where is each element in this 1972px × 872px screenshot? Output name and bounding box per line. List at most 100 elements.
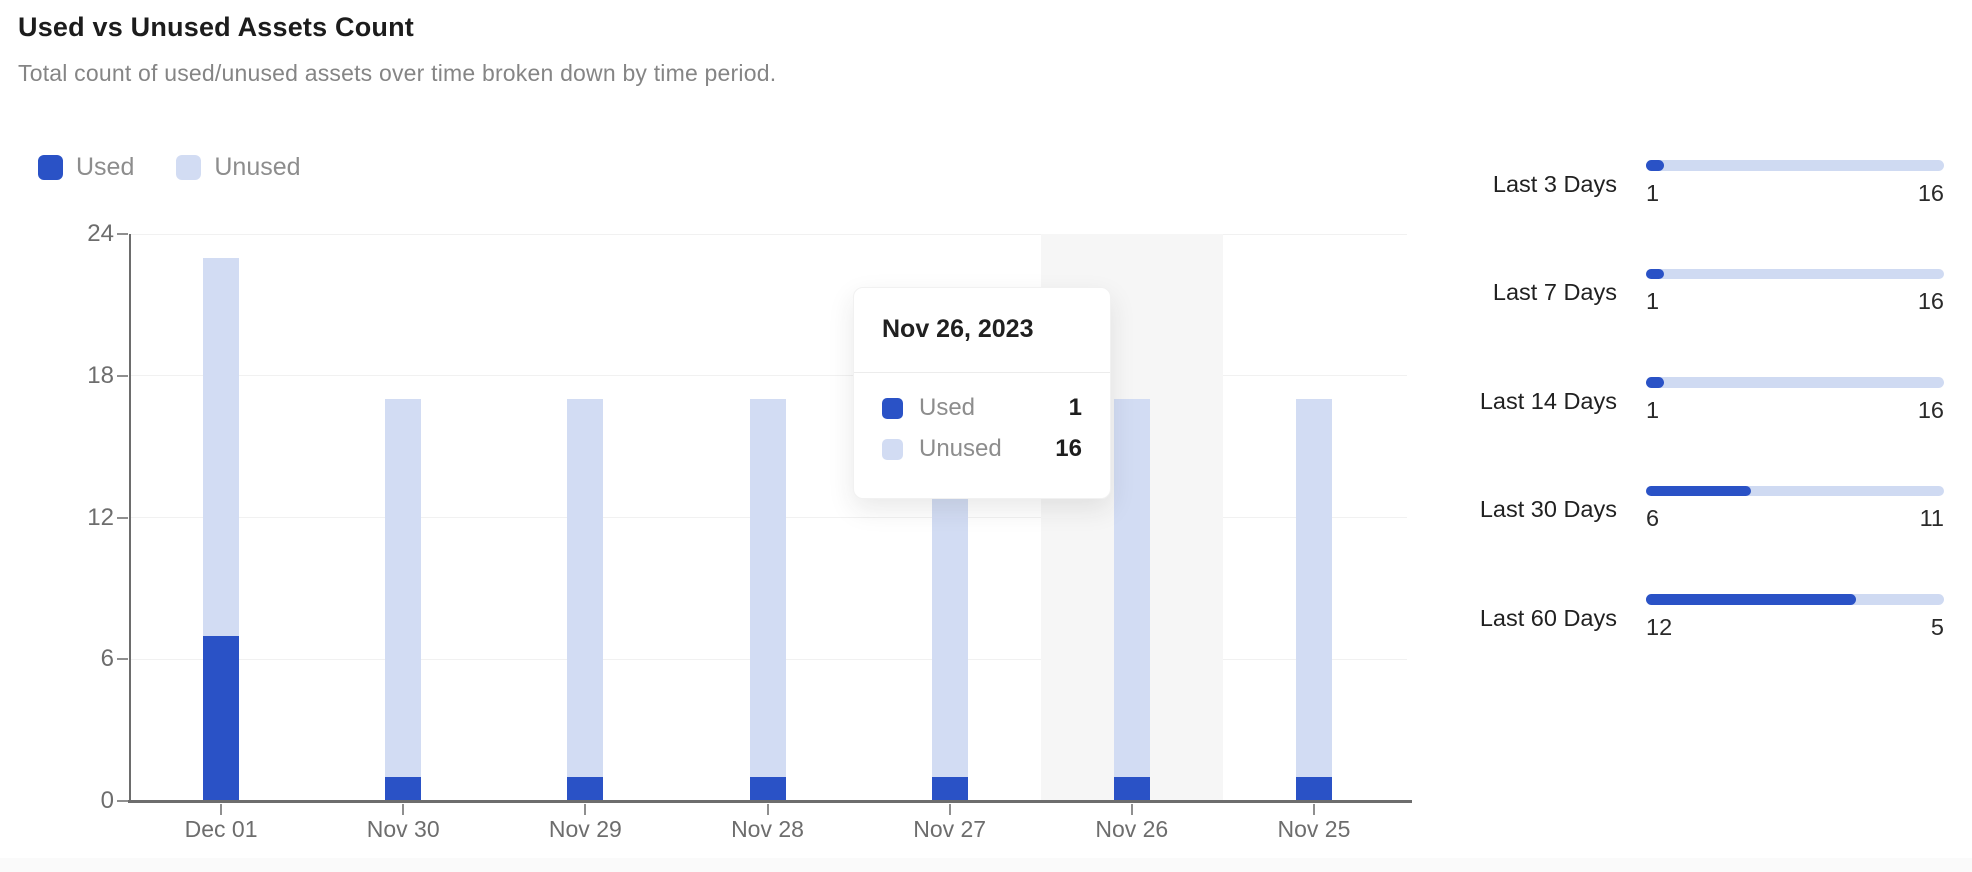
time-period-bar-last-3-days: 1 16 xyxy=(1646,152,1944,216)
tooltip-row-label: Unused xyxy=(919,435,1002,462)
usage-numbers: 12 5 xyxy=(1646,614,1944,641)
x-axis-tick xyxy=(584,804,587,815)
y-axis-line xyxy=(129,234,131,803)
used-count: 12 xyxy=(1646,613,1673,640)
used-count: 1 xyxy=(1646,396,1660,423)
used-count: 1 xyxy=(1646,288,1660,314)
bar-used-nov-29[interactable] xyxy=(567,777,604,801)
legend-label: Unused xyxy=(214,153,301,181)
x-axis-tick xyxy=(220,804,223,815)
time-period-label: Last 60 Days xyxy=(1479,604,1617,631)
y-axis-label: 12 xyxy=(87,503,114,531)
usage-numbers: 1 16 xyxy=(1646,397,1944,424)
tooltip-swatch-used xyxy=(882,397,903,419)
y-axis-label: 18 xyxy=(87,361,114,389)
x-axis-label-nov-29: Nov 29 xyxy=(548,816,622,842)
usage-track xyxy=(1646,594,1944,605)
x-axis-tick xyxy=(1130,804,1133,815)
y-axis-label: 0 xyxy=(100,787,114,814)
tooltip-row-used: Used 1 xyxy=(882,394,1082,422)
usage-fill xyxy=(1646,594,1857,605)
x-axis-label-nov-27: Nov 27 xyxy=(913,816,987,842)
tooltip-swatch-unused xyxy=(882,438,903,460)
legend-swatch-unused xyxy=(176,155,202,180)
x-axis-label-dec-01: Dec 01 xyxy=(184,816,258,842)
unused-count: 16 xyxy=(1917,288,1944,314)
tooltip-row-value: 16 xyxy=(1055,435,1082,462)
bar-unused-nov-30[interactable] xyxy=(385,399,422,778)
usage-fill xyxy=(1646,160,1664,171)
unused-count: 16 xyxy=(1917,396,1944,423)
time-period-label: Last 14 Days xyxy=(1479,387,1617,414)
y-axis-tick xyxy=(117,800,128,802)
tooltip-row-unused: Unused 16 xyxy=(882,435,1082,463)
usage-numbers: 6 11 xyxy=(1646,505,1944,532)
time-period-row-last-3-days: Last 3 Days 1 16 xyxy=(1395,152,1944,216)
usage-track xyxy=(1646,377,1944,388)
time-period-label: Last 7 Days xyxy=(1492,279,1617,305)
bar-unused-nov-29[interactable] xyxy=(567,399,604,778)
chart-subtitle: Total count of used/unused assets over t… xyxy=(18,60,777,86)
bar-unused-nov-28[interactable] xyxy=(749,399,786,778)
x-axis-label-nov-28: Nov 28 xyxy=(731,816,804,842)
bar-unused-nov-25[interactable] xyxy=(1295,399,1332,778)
bar-used-nov-25[interactable] xyxy=(1295,777,1332,801)
time-period-bar-last-30-days: 6 11 xyxy=(1646,478,1944,542)
x-axis-line xyxy=(128,800,1412,803)
usage-numbers: 1 16 xyxy=(1646,288,1944,315)
unused-count: 16 xyxy=(1917,179,1944,206)
gridline-y-24 xyxy=(130,233,1407,235)
y-axis-tick xyxy=(117,658,128,661)
chart-legend: Used Unused xyxy=(38,153,301,182)
bar-used-nov-30[interactable] xyxy=(385,777,422,801)
used-count: 6 xyxy=(1646,505,1660,531)
time-period-row-last-60-days: Last 60 Days 12 5 xyxy=(1395,586,1944,650)
legend-label: Used xyxy=(76,153,135,181)
time-period-bar-last-14-days: 1 16 xyxy=(1646,369,1944,433)
time-period-row-last-14-days: Last 14 Days 1 16 xyxy=(1395,369,1944,433)
y-axis-tick xyxy=(117,374,128,377)
bar-used-nov-26[interactable] xyxy=(1113,777,1150,801)
time-period-panel: Last 3 Days 1 16 Last 7 Days 1 16 Last 14 Days… xyxy=(1395,0,1944,700)
y-axis-label: 24 xyxy=(87,220,114,247)
usage-fill xyxy=(1646,268,1664,279)
legend-item-unused[interactable]: Unused xyxy=(176,153,301,182)
x-axis-tick xyxy=(948,804,951,815)
chart-tooltip: Nov 26, 2023 Used 1 Unused 16 xyxy=(853,287,1111,499)
y-axis-tick xyxy=(117,516,128,519)
x-axis-tick xyxy=(1312,804,1315,815)
x-axis-tick xyxy=(402,804,405,815)
usage-fill xyxy=(1646,377,1664,388)
tooltip-title: Nov 26, 2023 xyxy=(854,288,1110,373)
bar-unused-nov-26[interactable] xyxy=(1113,399,1150,778)
tooltip-body: Used 1 Unused 16 xyxy=(854,373,1110,484)
gridline-y-18 xyxy=(130,375,1407,377)
chart-title: Used vs Unused Assets Count xyxy=(18,12,414,42)
legend-item-used[interactable]: Used xyxy=(38,153,134,182)
x-axis-tick xyxy=(766,804,769,815)
y-axis-tick xyxy=(117,233,128,235)
next-card-top-edge xyxy=(0,858,1972,872)
time-period-label: Last 3 Days xyxy=(1492,170,1617,197)
usage-numbers: 1 16 xyxy=(1646,180,1944,207)
x-axis-label-nov-30: Nov 30 xyxy=(366,816,440,842)
usage-track xyxy=(1646,160,1944,171)
usage-track xyxy=(1646,268,1944,279)
legend-swatch-used xyxy=(38,155,63,180)
unused-count: 11 xyxy=(1919,505,1944,531)
time-period-label: Last 30 Days xyxy=(1479,496,1617,522)
bar-used-nov-28[interactable] xyxy=(749,777,786,801)
usage-fill xyxy=(1646,485,1752,496)
bar-unused-dec-01[interactable] xyxy=(203,257,240,636)
x-axis-label-nov-25: Nov 25 xyxy=(1277,816,1351,842)
bar-used-dec-01[interactable] xyxy=(203,635,240,801)
usage-track xyxy=(1646,485,1944,496)
bar-used-nov-27[interactable] xyxy=(931,777,968,801)
time-period-row-last-7-days: Last 7 Days 1 16 xyxy=(1395,261,1944,325)
time-period-row-last-30-days: Last 30 Days 6 11 xyxy=(1395,478,1944,542)
unused-count: 5 xyxy=(1930,613,1944,640)
y-axis-label: 6 xyxy=(100,645,114,673)
time-period-bar-last-7-days: 1 16 xyxy=(1646,261,1944,325)
tooltip-row-value: 1 xyxy=(1068,394,1082,421)
used-count: 1 xyxy=(1646,179,1660,206)
